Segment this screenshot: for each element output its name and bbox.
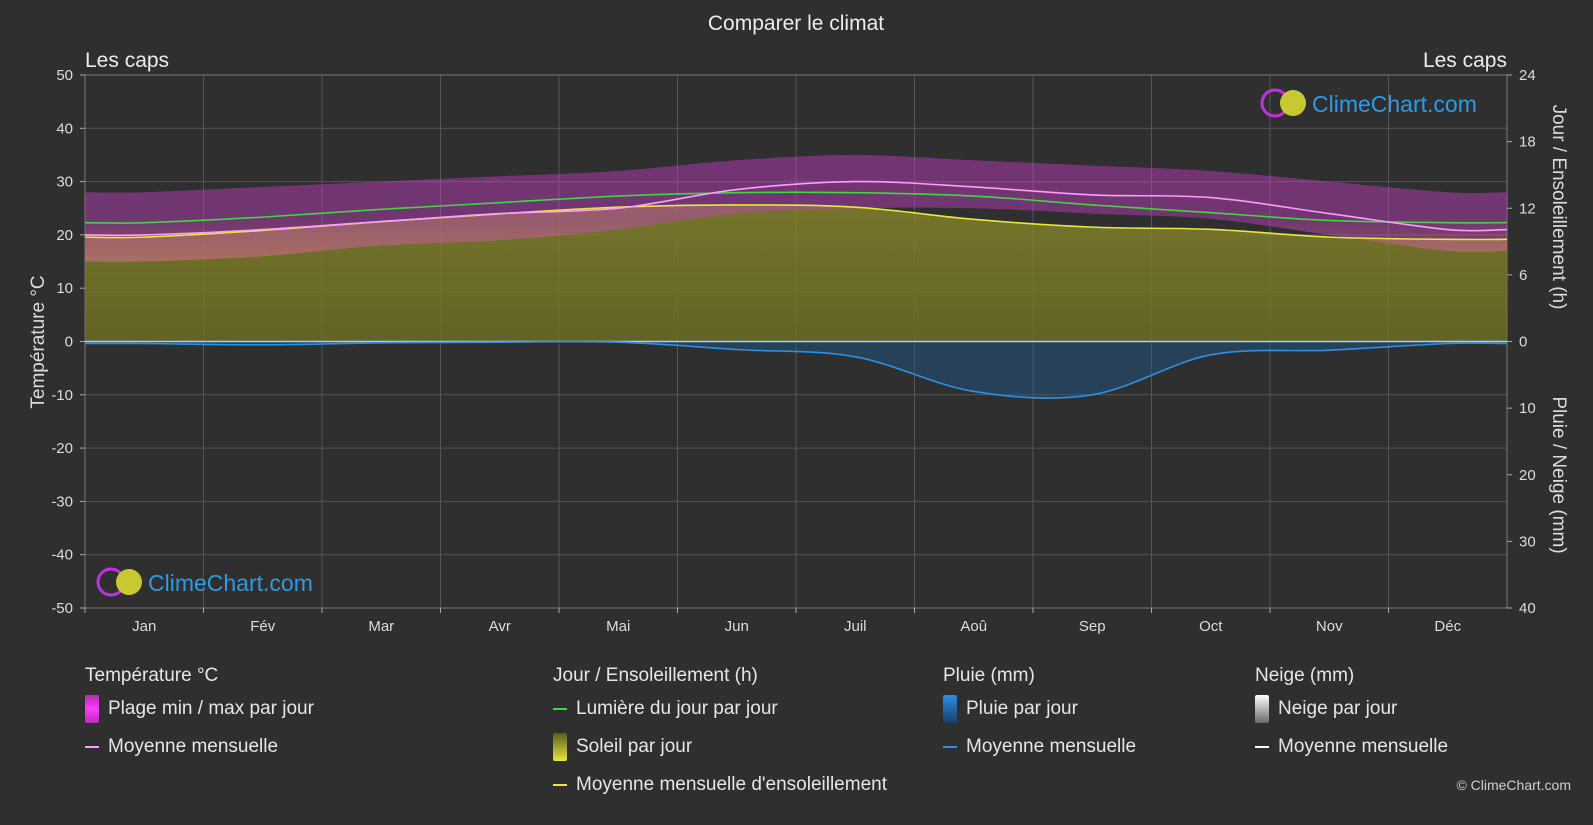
snow-swatch-icon <box>1255 695 1269 723</box>
watermark-bottom-text: ClimeChart.com <box>148 570 313 596</box>
axis-left-tick-label: 20 <box>56 227 73 244</box>
axis-month-label: Mar <box>368 618 394 635</box>
axis-left-tick-label: 0 <box>65 334 73 351</box>
logo-sun-icon <box>116 569 142 595</box>
axis-left-tick-label: -30 <box>51 493 73 510</box>
legend-item-rain-mean: Moyenne mensuelle <box>943 728 1136 766</box>
temp-mean-swatch-icon <box>85 746 99 748</box>
legend-item-label: Moyenne mensuelle <box>1278 736 1449 757</box>
daylight-line <box>84 191 1508 224</box>
daylight-swatch-icon <box>553 708 567 710</box>
location-right: Les caps <box>1423 49 1507 72</box>
axis-left-tick-label: -40 <box>51 547 73 564</box>
axis-month-label: Oct <box>1199 618 1223 635</box>
sunshine-mean-swatch-icon <box>553 784 567 786</box>
legend-rain-title: Pluie (mm) <box>943 665 1035 686</box>
legend-item-snow-mean: Moyenne mensuelle <box>1255 728 1448 766</box>
legend-item-label: Lumière du jour par jour <box>576 698 778 719</box>
location-left: Les caps <box>85 49 169 72</box>
axis-right-bottom-ticks: 10 20 30 40 <box>1507 400 1536 617</box>
axis-left-tick-label: 10 <box>56 280 73 297</box>
axis-month-label: Déc <box>1434 618 1461 635</box>
logo-sun-icon <box>1280 90 1306 116</box>
legend-item-label: Plage min / max par jour <box>108 698 314 719</box>
legend: Température °C Plage min / max par jour … <box>0 662 1593 812</box>
legend-item-rain: Pluie par jour <box>943 690 1136 728</box>
legend-rain: Pluie (mm) Pluie par jour Moyenne mensue… <box>943 662 1136 766</box>
axis-month-label: Juil <box>844 618 867 635</box>
temp-mean-line <box>84 180 1508 237</box>
axis-right-bottom-tick-label: 10 <box>1519 400 1536 417</box>
legend-item-sunshine: Soleil par jour <box>553 728 887 766</box>
legend-item-label: Moyenne mensuelle <box>108 736 279 757</box>
axis-left-ticks: 50 40 30 20 10 0 -10 -20 -30 -40 -50 <box>51 67 85 617</box>
axis-right-top-tick-label: 18 <box>1519 134 1536 151</box>
legend-item-label: Moyenne mensuelle <box>966 736 1137 757</box>
chart-title: Comparer le climat <box>708 12 884 35</box>
legend-sun-title: Jour / Ensoleillement (h) <box>553 665 758 686</box>
legend-item-label: Moyenne mensuelle d'ensoleillement <box>576 774 887 795</box>
legend-snow: Neige (mm) Neige par jour Moyenne mensue… <box>1255 662 1448 766</box>
axis-left-tick-label: -10 <box>51 387 73 404</box>
axis-left-label: Température °C <box>28 275 49 408</box>
legend-item-label: Neige par jour <box>1278 698 1398 719</box>
axis-left-tick-label: -20 <box>51 440 73 457</box>
rain-swatch-icon <box>943 695 957 723</box>
copyright: © ClimeChart.com <box>1456 777 1571 793</box>
legend-item-sunshine-mean: Moyenne mensuelle d'ensoleillement <box>553 766 887 804</box>
axis-right-top-ticks: 24 18 12 6 0 <box>1507 67 1536 351</box>
axis-month-label: Jun <box>725 618 749 635</box>
legend-item-label: Pluie par jour <box>966 698 1078 719</box>
axis-left-tick-label: -50 <box>51 600 73 617</box>
axis-month-label: Aoû <box>960 618 987 635</box>
axis-left-tick-label: 40 <box>56 120 73 137</box>
chart-marks <box>84 154 1508 399</box>
axis-month-label: Jan <box>132 618 156 635</box>
rain-area <box>85 341 1507 399</box>
rain-mean-swatch-icon <box>943 746 957 748</box>
temp-range-swatch-icon <box>85 695 99 723</box>
axis-right-bottom-tick-label: 40 <box>1519 600 1536 617</box>
axis-month-label: Fév <box>250 618 276 635</box>
legend-item-daylight: Lumière du jour par jour <box>553 690 887 728</box>
axis-right-top-tick-label: 12 <box>1519 200 1536 217</box>
temp-range-band <box>85 154 1507 262</box>
axis-right-top-tick-label: 24 <box>1519 67 1536 84</box>
axis-month-label: Mai <box>606 618 630 635</box>
axis-right-top-label: Jour / Ensoleillement (h) <box>1548 105 1569 310</box>
axis-left-tick-label: 30 <box>56 174 73 191</box>
legend-sun: Jour / Ensoleillement (h) Lumière du jou… <box>553 662 887 804</box>
watermark-top: ClimeChart.com <box>1260 88 1477 118</box>
legend-temperature: Température °C Plage min / max par jour … <box>85 662 314 766</box>
axis-right-bottom-tick-label: 20 <box>1519 467 1536 484</box>
snow-mean-swatch-icon <box>1255 746 1269 748</box>
legend-item-temp-range: Plage min / max par jour <box>85 690 314 728</box>
climate-chart: Comparer le climat Les caps Les caps 50 4… <box>28 12 1569 635</box>
axis-month-labels: Jan Fév Mar Avr Mai Jun Juil Aoû Sep Oct Nov Déc <box>84 608 1462 635</box>
legend-temperature-title: Température °C <box>85 665 219 686</box>
axis-month-label: Avr <box>489 618 511 635</box>
legend-item-temp-mean: Moyenne mensuelle <box>85 728 314 766</box>
axis-right-top-tick-label: 0 <box>1519 334 1527 351</box>
watermark-bottom: ClimeChart.com <box>96 567 313 597</box>
sunshine-swatch-icon <box>553 733 567 761</box>
axis-right-bottom-label: Pluie / Neige (mm) <box>1548 396 1569 553</box>
axis-month-label: Sep <box>1079 618 1106 635</box>
axis-right-top-tick-label: 6 <box>1519 267 1527 284</box>
rain-mean-line <box>84 340 1508 399</box>
axis-left-tick-label: 50 <box>56 67 73 84</box>
watermark-top-text: ClimeChart.com <box>1312 91 1477 117</box>
axis-right-bottom-tick-label: 30 <box>1519 533 1536 550</box>
legend-snow-title: Neige (mm) <box>1255 665 1355 686</box>
axis-month-label: Nov <box>1316 618 1343 635</box>
legend-item-label: Soleil par jour <box>576 736 693 757</box>
legend-item-snow: Neige par jour <box>1255 690 1448 728</box>
